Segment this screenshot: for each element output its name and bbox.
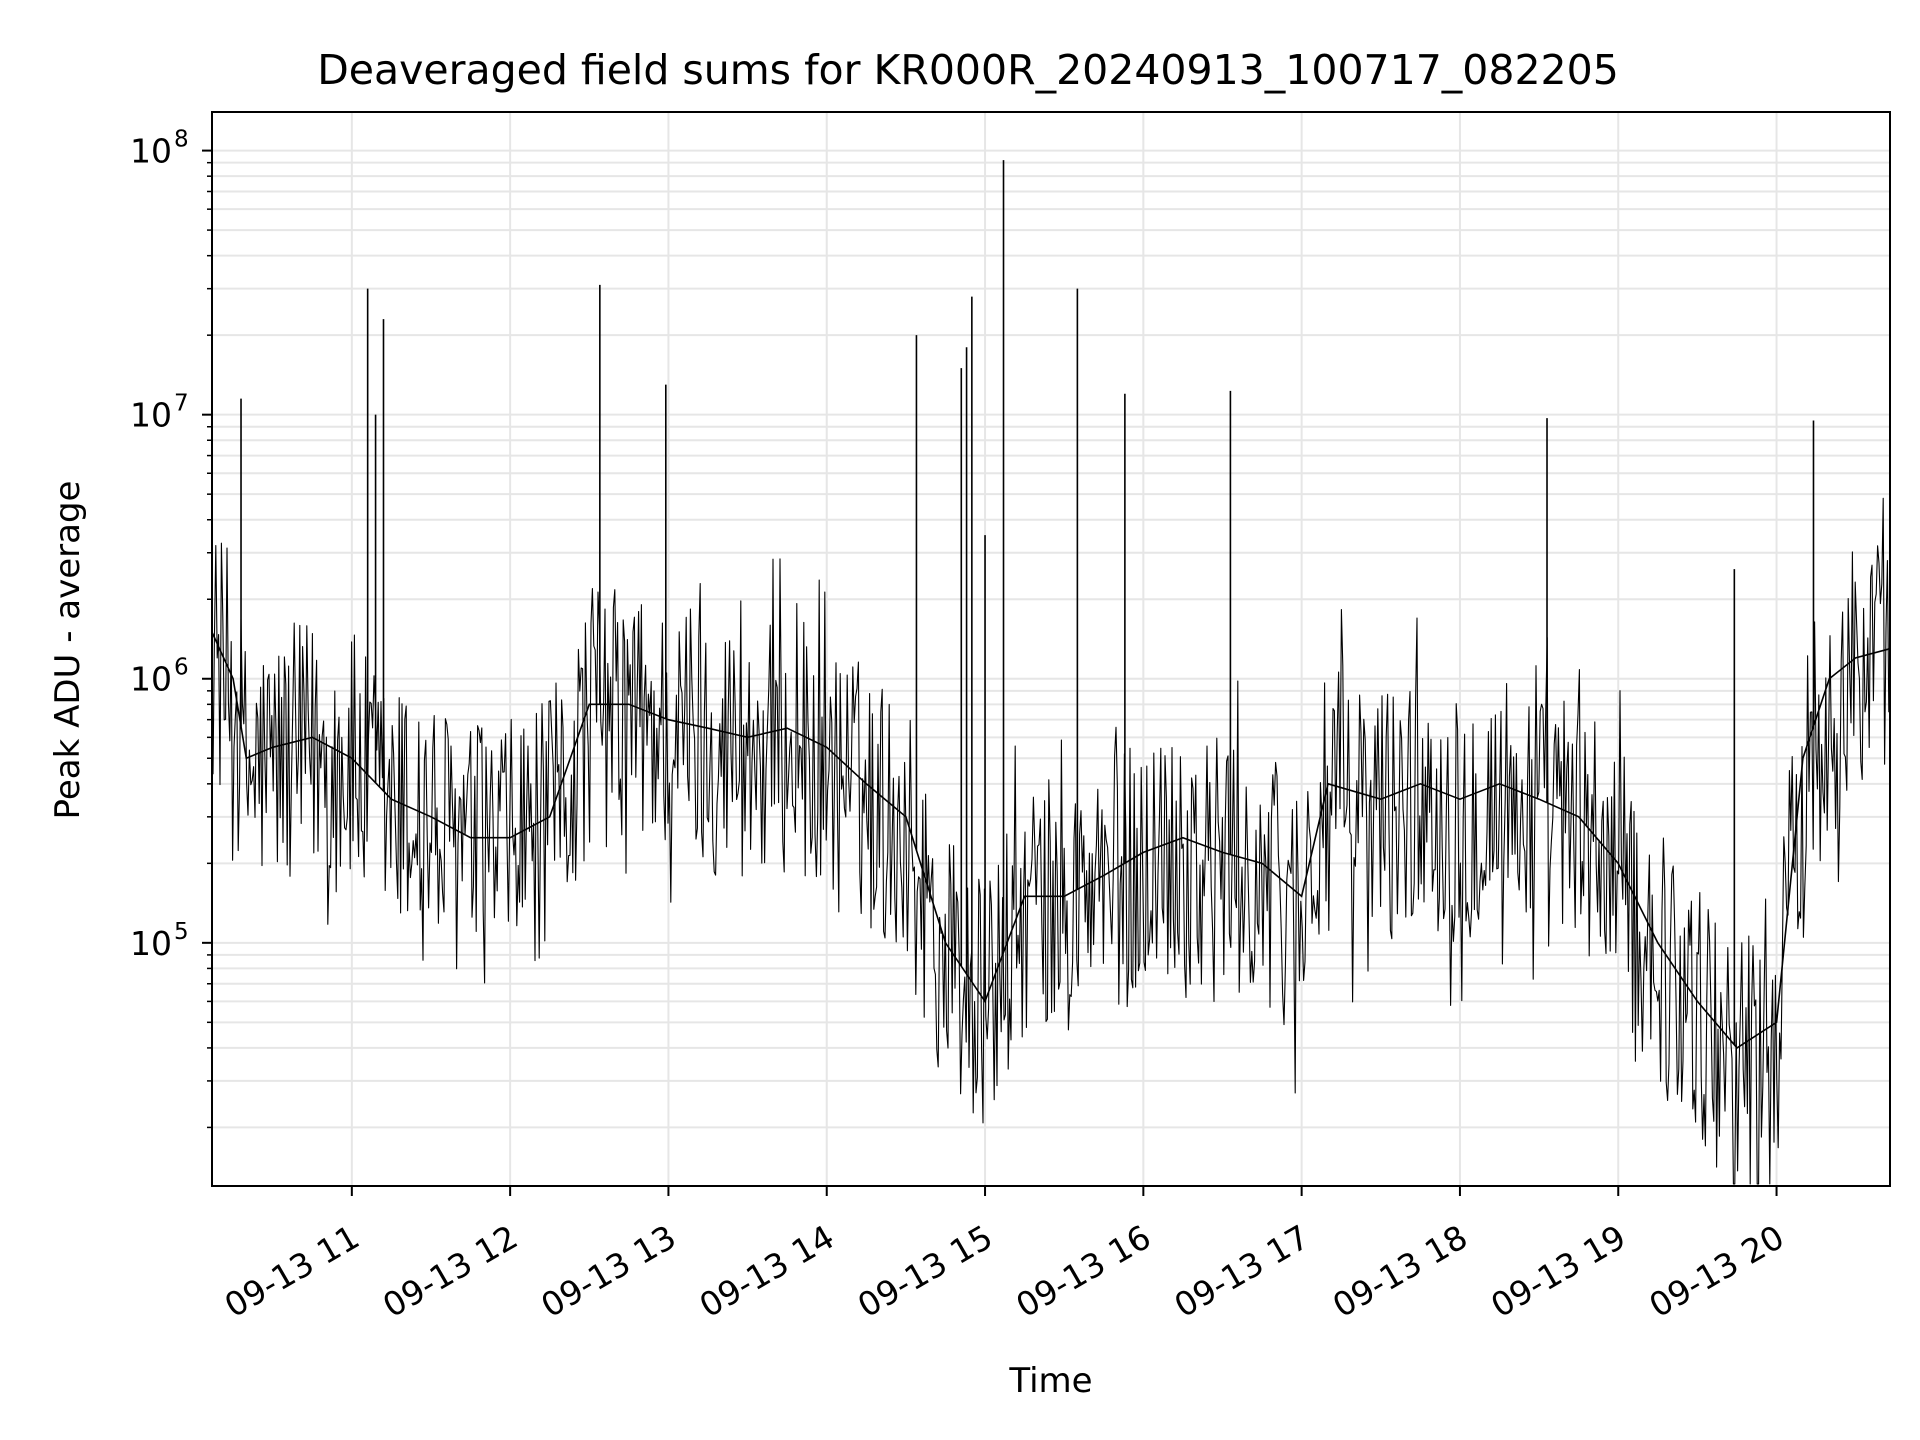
y-tick-label: 10 bbox=[130, 396, 172, 435]
y-tick-exponent: 7 bbox=[174, 391, 189, 417]
y-tick-label: 10 bbox=[130, 924, 172, 963]
y-tick-exponent: 5 bbox=[174, 919, 189, 945]
chart-title: Deaveraged field sums for KR000R_2024091… bbox=[317, 46, 1619, 94]
plot-frame bbox=[211, 111, 1891, 1187]
x-axis-label: Time bbox=[1008, 1361, 1092, 1401]
y-tick-label: 10 bbox=[130, 132, 172, 171]
axis-ticks bbox=[202, 149, 1778, 1196]
minor-gridlines bbox=[212, 161, 1890, 1129]
y-tick-exponent: 6 bbox=[174, 655, 189, 681]
series-noise-texture bbox=[212, 497, 1890, 1185]
y-tick-exponent: 8 bbox=[174, 127, 189, 153]
major-gridlines bbox=[212, 112, 1890, 1186]
data-series bbox=[211, 160, 1891, 1185]
y-tick-label: 10 bbox=[130, 660, 172, 699]
y-axis-label: Peak ADU - average bbox=[48, 481, 88, 820]
